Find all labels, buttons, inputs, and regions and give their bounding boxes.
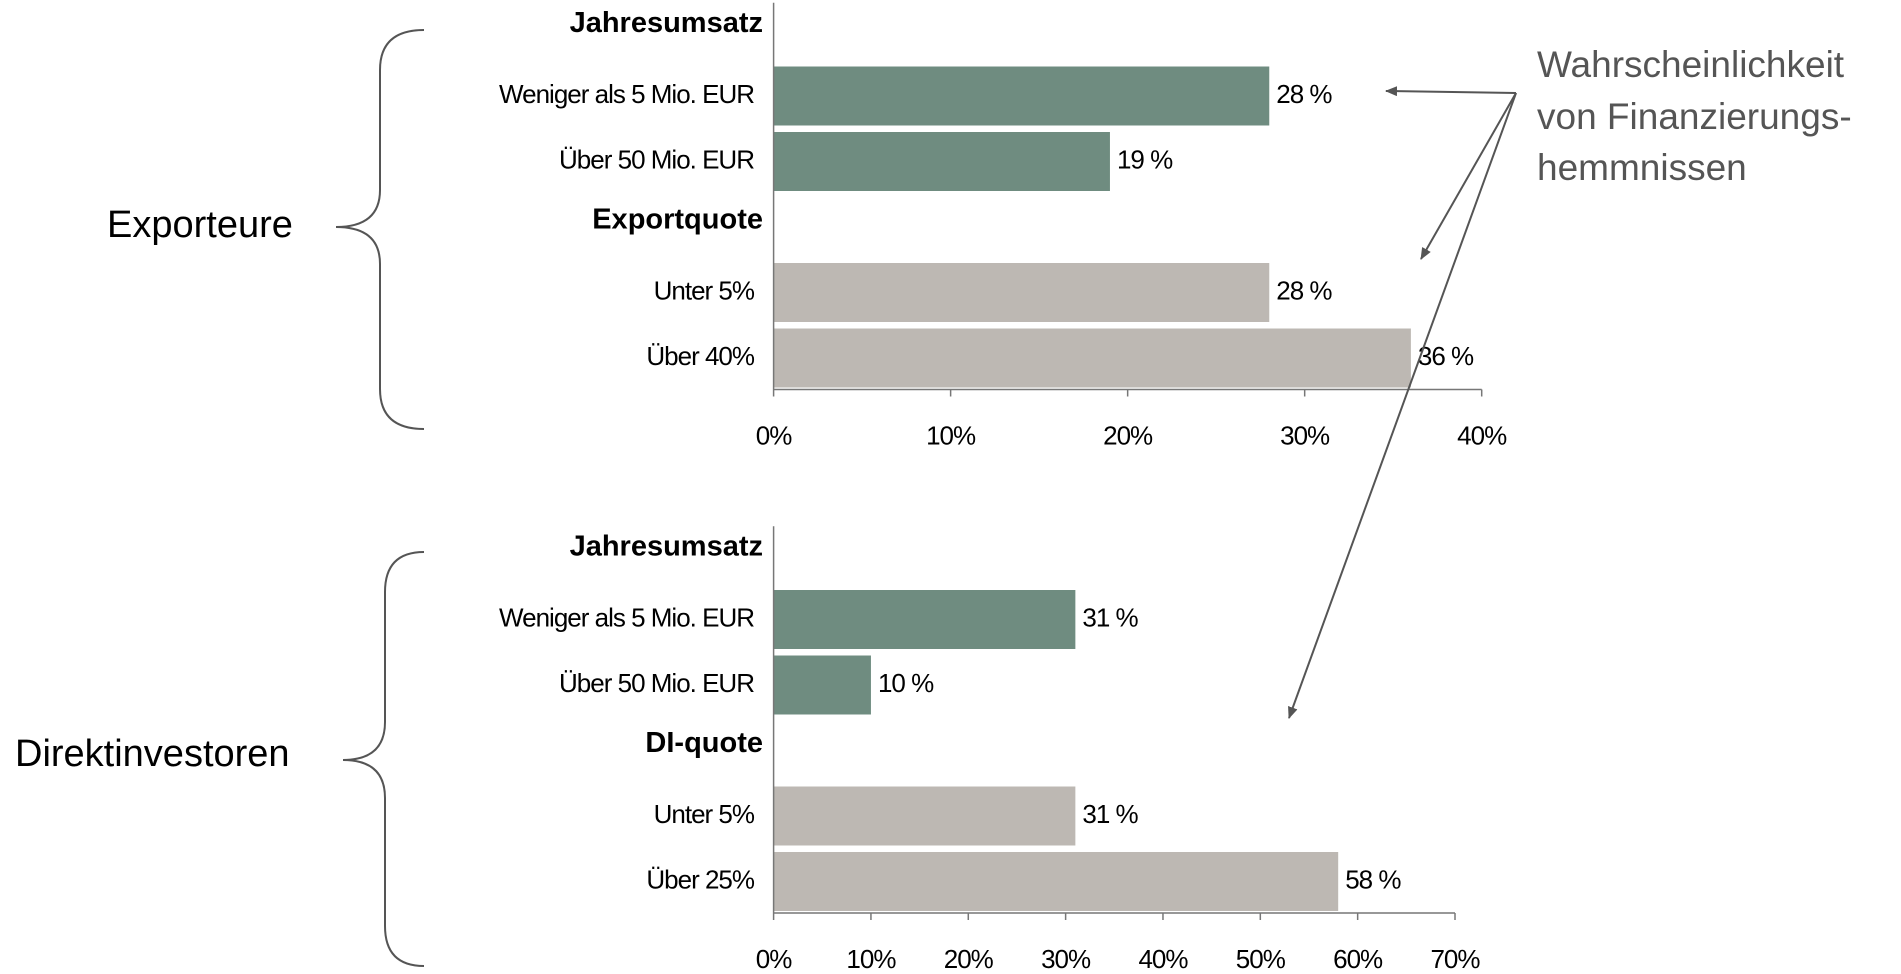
bar (773, 655, 871, 715)
value-label: 10 % (878, 668, 934, 698)
category-label: Über 50 Mio. EUR (559, 668, 754, 698)
x-tick-label: 50% (1236, 944, 1286, 974)
value-label: 31 % (1082, 799, 1138, 829)
category-label: Über 40% (646, 341, 754, 371)
x-tick-label: 60% (1333, 944, 1383, 974)
x-tick-label: 30% (1280, 420, 1330, 450)
side-label: Direktinvestoren (15, 733, 290, 775)
x-tick-label: 20% (1103, 420, 1153, 450)
x-tick-label: 0% (756, 944, 792, 974)
annotation: von Finanzierungs- (1537, 96, 1852, 137)
x-tick-label: 40% (1457, 420, 1507, 450)
category-label: Unter 5% (654, 799, 755, 829)
x-tick-label: 0% (756, 420, 792, 450)
x-tick-label: 70% (1430, 944, 1480, 974)
value-label: 19 % (1117, 144, 1173, 174)
bar (773, 66, 1270, 126)
bar (773, 263, 1270, 322)
arrows (1288, 86, 1517, 719)
annotation: Wahrscheinlichkeit (1537, 44, 1845, 85)
x-tick-label: 30% (1041, 944, 1091, 974)
x-tick-label: 10% (846, 944, 896, 974)
bar (773, 786, 1076, 846)
x-tick-label: 10% (926, 420, 976, 450)
x-tick-label: 40% (1138, 944, 1188, 974)
group-title: Jahresumsatz (570, 7, 763, 39)
value-label: 31 % (1082, 602, 1138, 632)
annotation: hemmnissen (1537, 147, 1747, 188)
category-label: Über 25% (646, 864, 754, 894)
bar (773, 590, 1076, 649)
bracket (342, 551, 425, 967)
category-label: Weniger als 5 Mio. EUR (499, 79, 754, 109)
x-tick-label: 20% (944, 944, 994, 974)
category-label: Weniger als 5 Mio. EUR (499, 602, 754, 632)
bracket (335, 29, 425, 430)
value-label: 28 % (1276, 79, 1332, 109)
group-title: DI-quote (645, 727, 763, 759)
side-label: Exporteure (107, 204, 293, 246)
category-label: Unter 5% (654, 275, 755, 305)
value-label: 58 % (1345, 864, 1401, 894)
bar (773, 132, 1110, 191)
group-title: Exportquote (592, 204, 763, 236)
value-label: 36 % (1418, 341, 1474, 371)
bar (773, 328, 1411, 388)
group-title: Jahresumsatz (570, 531, 763, 563)
category-label: Über 50 Mio. EUR (559, 144, 754, 174)
bar (773, 852, 1339, 911)
value-label: 28 % (1276, 275, 1332, 305)
